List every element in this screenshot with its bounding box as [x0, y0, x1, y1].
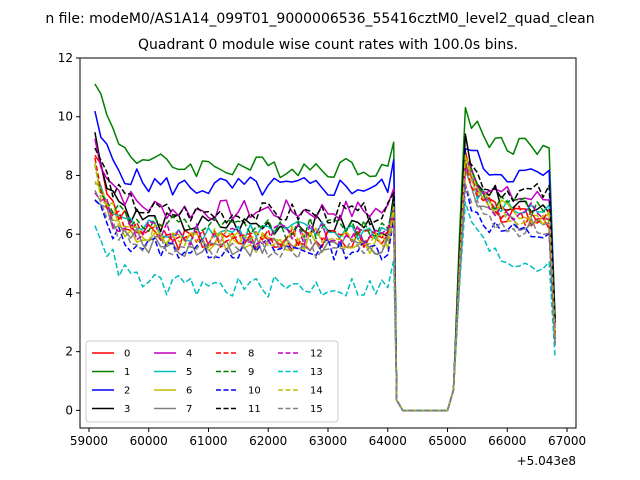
legend-label-3: 3 [124, 404, 130, 415]
legend-label-2: 2 [124, 386, 130, 397]
legend-label-15: 15 [310, 404, 323, 415]
x-axis-offset-label: +5.043e8 [517, 454, 576, 468]
legend-label-4: 4 [186, 349, 192, 360]
series-line-7 [94, 168, 556, 412]
legend-label-13: 13 [310, 367, 323, 378]
legend-label-11: 11 [248, 404, 261, 415]
x-tick-label: 65000 [428, 434, 466, 448]
legend-label-9: 9 [248, 367, 254, 378]
x-tick-label: 62000 [249, 434, 287, 448]
series-line-9 [94, 162, 556, 412]
series-line-12 [94, 166, 556, 412]
series-line-10 [94, 183, 556, 412]
y-tick-label: 10 [58, 110, 73, 124]
y-tick-label: 8 [65, 168, 73, 182]
series-line-14 [94, 154, 556, 412]
x-tick-label: 67000 [548, 434, 586, 448]
legend-label-5: 5 [186, 367, 192, 378]
series-line-8 [94, 157, 556, 412]
figure-suptitle: n file: modeM0/AS1A14_099T01_9000006536_… [45, 11, 594, 27]
y-tick-label: 4 [65, 286, 73, 300]
series-line-1 [94, 83, 556, 412]
y-tick-label: 2 [65, 345, 73, 359]
chart-title: Quadrant 0 module wise count rates with … [138, 37, 518, 53]
x-tick-label: 64000 [369, 434, 407, 448]
y-tick-label: 12 [58, 51, 73, 65]
legend-label-0: 0 [124, 349, 130, 360]
legend-label-14: 14 [310, 386, 323, 397]
y-axis: 0 2 4 6 8 10 12 [58, 51, 80, 417]
y-tick-label: 6 [65, 227, 73, 241]
x-tick-label: 66000 [488, 434, 526, 448]
legend-label-1: 1 [124, 367, 130, 378]
plot-lines [94, 83, 556, 412]
series-line-13 [94, 201, 556, 412]
legend-label-10: 10 [248, 386, 261, 397]
x-tick-label: 63000 [309, 434, 347, 448]
legend-label-7: 7 [186, 404, 192, 415]
x-tick-label: 59000 [70, 434, 108, 448]
series-line-11 [94, 147, 556, 412]
series-line-15 [94, 183, 556, 412]
series-line-2 [94, 110, 556, 412]
legend-label-8: 8 [248, 349, 254, 360]
x-axis: 59000 60000 61000 62000 63000 64000 65000 66000… [70, 428, 586, 448]
legend-label-12: 12 [310, 349, 323, 360]
y-tick-label: 0 [65, 403, 73, 417]
legend-box [85, 340, 339, 423]
x-tick-label: 61000 [189, 434, 227, 448]
x-tick-label: 60000 [130, 434, 168, 448]
legend-label-6: 6 [186, 386, 192, 397]
